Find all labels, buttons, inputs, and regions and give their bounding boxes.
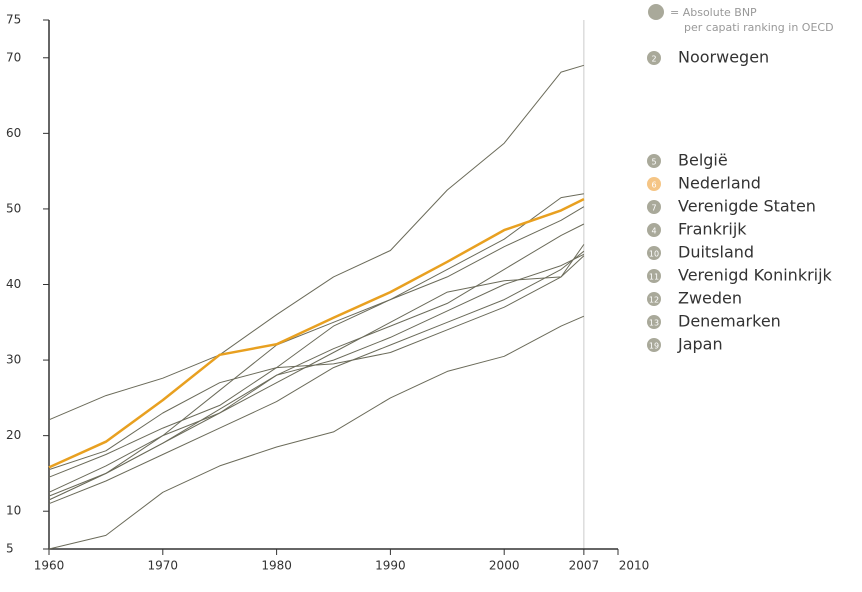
series-line bbox=[48, 64, 585, 421]
legend-rank: 10 bbox=[649, 250, 659, 259]
legend-dot bbox=[647, 177, 661, 191]
legend-note: per capati ranking in OECD bbox=[684, 21, 834, 34]
y-tick-label: 30 bbox=[6, 353, 21, 367]
legend-rank: 13 bbox=[649, 319, 659, 328]
series-line bbox=[48, 250, 585, 505]
legend-dot bbox=[647, 246, 661, 260]
legend-rank: 6 bbox=[651, 181, 656, 190]
legend-note-dot bbox=[648, 4, 664, 20]
series-line bbox=[48, 255, 585, 471]
legend-label: Denemarken bbox=[678, 312, 781, 331]
y-tick-label: 20 bbox=[6, 428, 21, 442]
legend-label: Frankrijk bbox=[678, 220, 747, 239]
legend-label: Noorwegen bbox=[678, 48, 769, 67]
legend-rank: 7 bbox=[651, 204, 656, 213]
x-tick-label: 2000 bbox=[489, 559, 520, 573]
legend-dot bbox=[647, 269, 661, 283]
series-line bbox=[48, 244, 585, 493]
y-tick-label: 50 bbox=[6, 201, 21, 215]
legend-dot bbox=[647, 51, 661, 65]
legend-rank: 4 bbox=[651, 227, 656, 236]
series-line bbox=[48, 315, 585, 550]
legend-rank: 12 bbox=[649, 296, 659, 305]
legend-label: Japan bbox=[677, 335, 723, 354]
x-tick-label: 1980 bbox=[261, 559, 292, 573]
legend-dot bbox=[647, 292, 661, 306]
legend-label: Verenigde Staten bbox=[678, 197, 816, 216]
legend-dot bbox=[647, 338, 661, 352]
y-tick-label: 60 bbox=[6, 126, 21, 140]
x-tick-label: 2010 bbox=[619, 559, 650, 573]
legend-rank: 5 bbox=[651, 158, 656, 167]
series-line bbox=[48, 193, 584, 497]
y-tick-label: 10 bbox=[6, 504, 21, 518]
legend-note: = Absolute BNP bbox=[670, 6, 757, 19]
x-tick-label: 2007 bbox=[569, 559, 600, 573]
y-tick-label: 75 bbox=[6, 13, 21, 27]
series-line bbox=[48, 197, 585, 469]
x-tick-label: 1990 bbox=[375, 559, 406, 573]
legend-rank: 11 bbox=[649, 273, 659, 282]
legend-label: Nederland bbox=[678, 174, 761, 193]
series-line bbox=[48, 253, 585, 501]
legend-label: België bbox=[678, 151, 728, 170]
legend-label: Verenigd Koninkrijk bbox=[678, 266, 833, 285]
x-tick-label: 1960 bbox=[34, 559, 65, 573]
legend-dot bbox=[647, 315, 661, 329]
series-line bbox=[48, 206, 585, 478]
legend-dot bbox=[647, 200, 661, 214]
y-tick-label: 5 bbox=[6, 542, 14, 556]
y-tick-label: 40 bbox=[6, 277, 21, 291]
legend-rank: 2 bbox=[651, 55, 656, 64]
legend-label: Zweden bbox=[678, 289, 742, 308]
legend-dot bbox=[647, 154, 661, 168]
legend-dot bbox=[647, 223, 661, 237]
x-tick-label: 1970 bbox=[148, 559, 179, 573]
legend-label: Duitsland bbox=[678, 243, 754, 262]
legend-rank: 19 bbox=[649, 342, 659, 351]
y-tick-label: 70 bbox=[6, 50, 21, 64]
